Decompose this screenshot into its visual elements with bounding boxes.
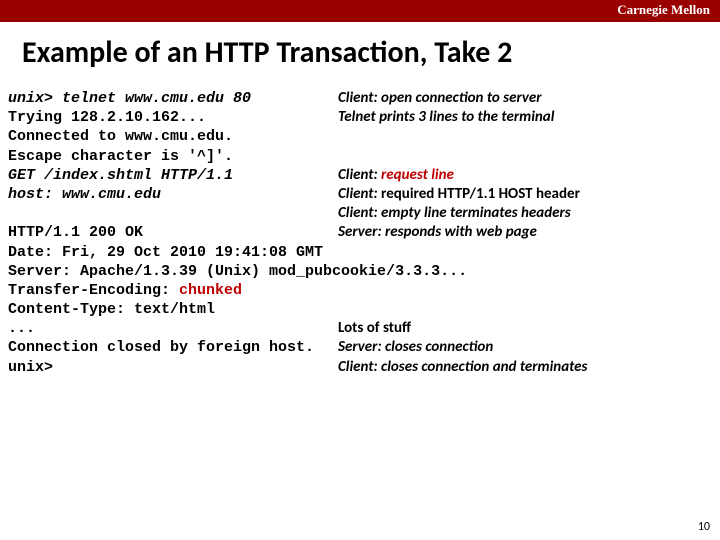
terminal-text: Server: Apache/1.3.39 (Unix) mod_pubcook… <box>8 262 467 281</box>
code-row: host: www.cmu.eduClient: required HTTP/1… <box>8 185 720 204</box>
annotation-text: Client: request line <box>338 166 720 185</box>
terminal-text: Trying 128.2.10.162... <box>8 108 338 127</box>
code-row: Trying 128.2.10.162...Telnet prints 3 li… <box>8 108 720 127</box>
code-row: Escape character is '^]'. <box>8 147 720 166</box>
page-number: 10 <box>698 520 710 534</box>
terminal-text <box>8 204 338 223</box>
terminal-text: host: www.cmu.edu <box>8 185 338 204</box>
code-row: Connection closed by foreign host.Server… <box>8 338 720 357</box>
annotation-text: Client: empty line terminates headers <box>338 204 720 223</box>
code-row: GET /index.shtml HTTP/1.1Client: request… <box>8 166 720 185</box>
code-row: ...Lots of stuff <box>8 319 720 338</box>
university-label: Carnegie Mellon <box>617 2 710 18</box>
annotation-text: Server: responds with web page <box>338 223 720 242</box>
terminal-text: HTTP/1.1 200 OK <box>8 223 338 242</box>
annotation-text: Client: open connection to server <box>338 89 720 108</box>
terminal-text: Escape character is '^]'. <box>8 147 338 166</box>
annotation-text: Lots of stuff <box>338 319 720 338</box>
annotation-text: Server: closes connection <box>338 338 720 357</box>
annotation-text: Client: required HTTP/1.1 HOST header <box>338 185 720 204</box>
terminal-text: Date: Fri, 29 Oct 2010 19:41:08 GMT <box>8 243 323 262</box>
code-row: Date: Fri, 29 Oct 2010 19:41:08 GMT <box>8 243 720 262</box>
annotation-text <box>338 127 720 146</box>
annotation-text <box>338 147 720 166</box>
code-row: unix>Client: closes connection and termi… <box>8 358 720 377</box>
annotation-text: Telnet prints 3 lines to the terminal <box>338 108 720 127</box>
code-row: Client: empty line terminates headers <box>8 204 720 223</box>
annotation-text: Client: closes connection and terminates <box>338 358 720 377</box>
code-row: HTTP/1.1 200 OKServer: responds with web… <box>8 223 720 242</box>
terminal-text: GET /index.shtml HTTP/1.1 <box>8 166 338 185</box>
header-bar: Carnegie Mellon <box>0 0 720 22</box>
code-row: Content-Type: text/html <box>8 300 720 319</box>
terminal-text: Transfer-Encoding: chunked <box>8 281 242 300</box>
code-row: unix> telnet www.cmu.edu 80Client: open … <box>8 89 720 108</box>
terminal-text: unix> <box>8 358 338 377</box>
terminal-text: Connection closed by foreign host. <box>8 338 338 357</box>
slide-title: Example of an HTTP Transaction, Take 2 <box>0 22 720 89</box>
code-row: Transfer-Encoding: chunked <box>8 281 720 300</box>
code-row: Server: Apache/1.3.39 (Unix) mod_pubcook… <box>8 262 720 281</box>
terminal-text: Connected to www.cmu.edu. <box>8 127 338 146</box>
content-area: unix> telnet www.cmu.edu 80Client: open … <box>0 89 720 377</box>
code-row: Connected to www.cmu.edu. <box>8 127 720 146</box>
terminal-text: ... <box>8 319 338 338</box>
terminal-text: Content-Type: text/html <box>8 300 215 319</box>
terminal-text: unix> telnet www.cmu.edu 80 <box>8 89 338 108</box>
